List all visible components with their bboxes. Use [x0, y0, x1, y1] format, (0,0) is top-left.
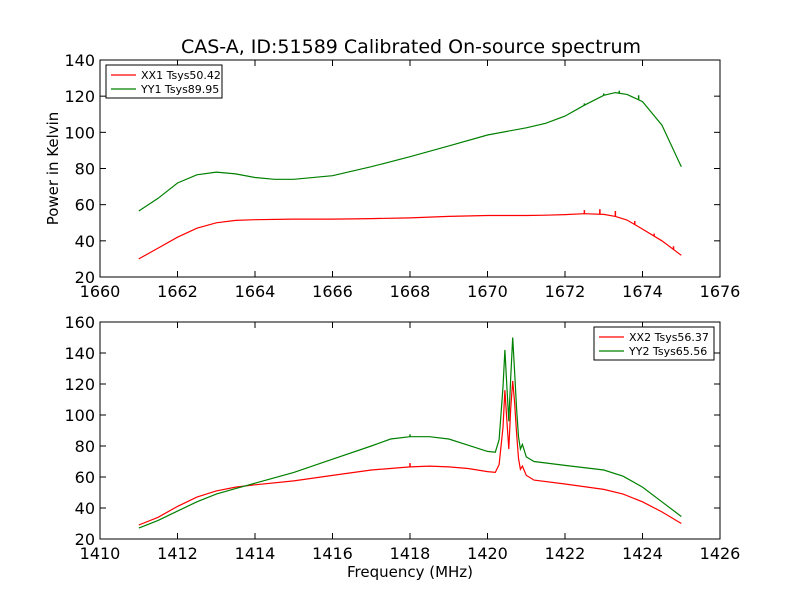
- bottom-series-line-1: [138, 337, 682, 529]
- top-legend-label-0: XX1 Tsys50.42: [141, 69, 221, 82]
- bottom-y-tick-label-3: 80: [75, 437, 95, 456]
- top-x-tick-label-2: 1664: [235, 282, 276, 301]
- top-x-tick-label-3: 1666: [312, 282, 353, 301]
- bottom-x-tick-label-8: 1426: [700, 544, 741, 563]
- bottom-y-tick-label-0: 20: [75, 530, 95, 549]
- chart-title: CAS-A, ID:51589 Calibrated On-source spe…: [181, 36, 641, 58]
- bottom-x-tick-label-6: 1422: [545, 544, 586, 563]
- top-y-tick-label-2: 60: [75, 196, 95, 215]
- bottom-x-axis-label: Frequency (MHz): [347, 563, 473, 581]
- bottom-x-tick-label-1: 1412: [157, 544, 198, 563]
- bottom-legend-label-0: XX2 Tsys56.37: [629, 331, 709, 344]
- top-x-tick-label-6: 1672: [545, 282, 586, 301]
- top-panel: 1660 1662 1664 1666 1668 1670 1672 1674 1676 20 40…: [44, 51, 740, 301]
- top-x-tick-label-8: 1676: [700, 282, 741, 301]
- bottom-y-tick-label-1: 40: [75, 499, 95, 518]
- bottom-x-tick-label-3: 1416: [312, 544, 353, 563]
- top-y-tick-label-0: 20: [75, 268, 95, 287]
- top-series-line-1: [138, 91, 682, 212]
- top-series-line-0: [138, 213, 682, 260]
- bottom-x-tick-label-7: 1424: [622, 544, 663, 563]
- top-y-tick-label-4: 100: [64, 123, 95, 142]
- top-legend-label-1: YY1 Tsys89.95: [140, 83, 219, 96]
- bottom-y-tick-label-7: 160: [64, 313, 95, 332]
- bottom-y-tick-label-4: 100: [64, 406, 95, 425]
- bottom-x-tick-label-5: 1420: [467, 544, 508, 563]
- bottom-legend-label-1: YY2 Tsys65.56: [628, 345, 707, 358]
- bottom-legend-box: [593, 326, 715, 361]
- top-x-tick-label-7: 1674: [622, 282, 663, 301]
- top-x-tick-label-4: 1668: [390, 282, 431, 301]
- bottom-y-tick-label-2: 60: [75, 468, 95, 487]
- top-y-tick-label-6: 140: [64, 51, 95, 70]
- top-x-tick-label-0: 1660: [80, 282, 121, 301]
- top-legend-box: [105, 64, 223, 99]
- bottom-y-tick-label-5: 120: [64, 375, 95, 394]
- bottom-x-tick-label-2: 1414: [235, 544, 276, 563]
- bottom-x-tick-label-0: 1410: [80, 544, 121, 563]
- top-y-axis-label: Power in Kelvin: [44, 112, 62, 226]
- top-x-tick-label-5: 1670: [467, 282, 508, 301]
- bottom-x-tick-label-4: 1418: [390, 544, 431, 563]
- bottom-y-tick-label-6: 140: [64, 344, 95, 363]
- top-x-tick-label-1: 1662: [157, 282, 198, 301]
- bottom-series-line-0: [138, 380, 682, 526]
- bottom-panel: 1410 1412 1414 1416 1418 1420 1422 1424 1426 20 40…: [64, 313, 740, 581]
- top-y-tick-label-5: 120: [64, 87, 95, 106]
- top-y-tick-label-1: 40: [75, 232, 95, 251]
- top-y-tick-label-3: 80: [75, 160, 95, 179]
